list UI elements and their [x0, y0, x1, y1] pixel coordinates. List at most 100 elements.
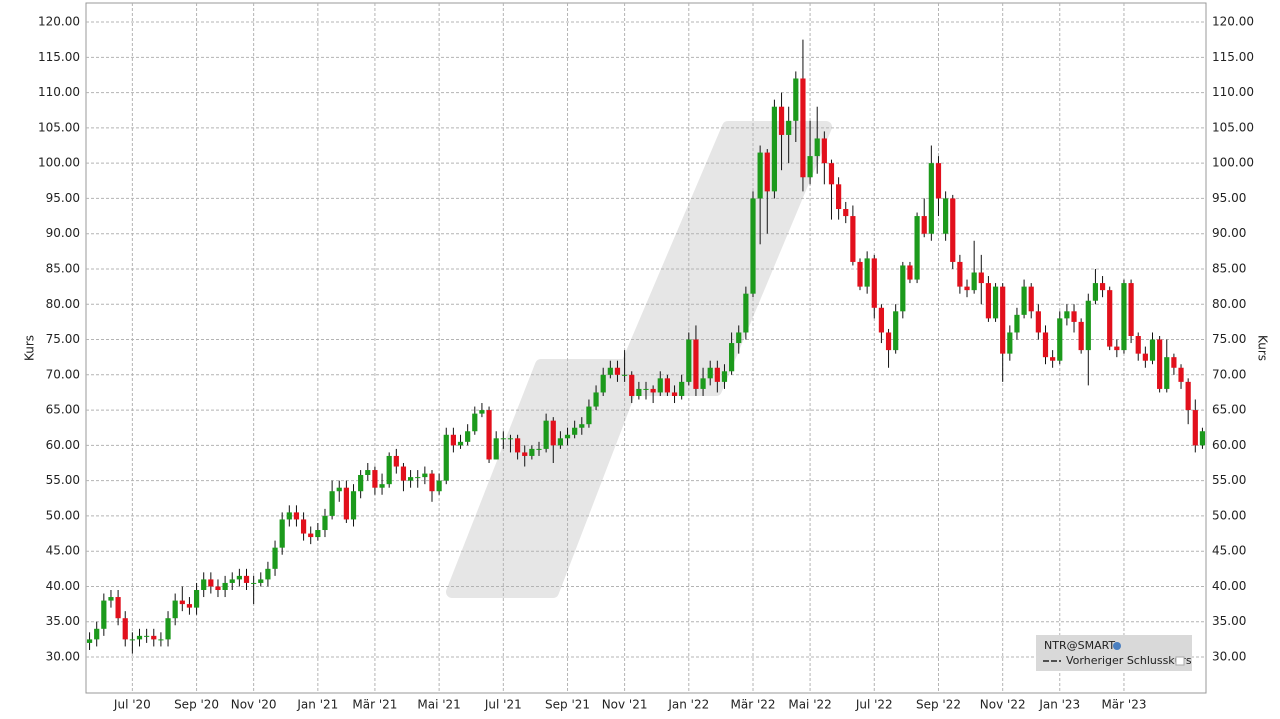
candle-body	[1064, 311, 1070, 319]
candle-body	[1142, 353, 1148, 361]
candle-body	[543, 420, 549, 449]
x-tick-label: Mai '21	[417, 698, 460, 712]
candle-body	[522, 452, 528, 456]
candle-body	[1007, 332, 1013, 354]
candle-body	[800, 78, 806, 178]
candle-body	[657, 378, 663, 393]
candle-body	[1099, 283, 1106, 291]
candle-body	[786, 120, 792, 135]
candle-body	[914, 216, 920, 280]
candle-body	[757, 152, 763, 199]
candle-body	[664, 378, 671, 393]
y-axis-label: Kurs	[23, 335, 37, 361]
legend-checkbox[interactable]	[1175, 656, 1185, 666]
candles	[86, 39, 1206, 654]
candle-body	[985, 283, 992, 319]
candle-body	[693, 339, 699, 389]
x-tick-label: Jul '20	[113, 698, 151, 712]
y-tick-label: 115.00	[38, 50, 80, 64]
candle-body	[472, 413, 478, 432]
y2-tick-label: 65.00	[1212, 403, 1246, 417]
candle-body	[86, 639, 93, 643]
candle-body	[836, 184, 842, 210]
candle-body	[343, 487, 349, 520]
y-tick-label: 105.00	[38, 120, 80, 134]
y2-tick-label: 90.00	[1212, 226, 1246, 240]
watermark	[446, 121, 832, 598]
candle-body	[729, 343, 735, 372]
candle-body	[1000, 286, 1006, 354]
x-tick-label: Nov '22	[980, 698, 1026, 712]
candle-body	[222, 582, 228, 590]
candle-body	[300, 519, 307, 534]
candle-body	[564, 434, 571, 439]
candle-body	[864, 258, 870, 287]
candle-body	[393, 455, 399, 467]
legend-box	[1036, 635, 1192, 671]
y2-tick-label: 95.00	[1212, 191, 1246, 205]
y-tick-label: 35.00	[46, 614, 80, 628]
candle-body	[928, 163, 934, 234]
candle-body	[1057, 318, 1063, 361]
candle-body	[736, 332, 742, 344]
candle-body	[165, 618, 171, 640]
candle-body	[714, 367, 720, 382]
y2-tick-label: 35.00	[1212, 614, 1246, 628]
candle-body	[557, 438, 563, 446]
y-tick-label: 110.00	[38, 85, 80, 99]
candle-body	[336, 487, 342, 492]
candle-body	[386, 455, 392, 485]
candle-body	[422, 473, 428, 478]
candle-body	[1185, 381, 1191, 411]
candle-body	[1107, 290, 1113, 347]
candle-body	[629, 374, 635, 396]
y2-axis-label: Kurs	[1256, 335, 1270, 361]
x-tick-label: Mär '23	[1101, 698, 1146, 712]
candle-body	[992, 286, 999, 319]
x-tick-label: Mai '22	[788, 698, 831, 712]
y-tick-label: 30.00	[46, 650, 80, 664]
candle-body	[115, 597, 121, 619]
x-tick-label: Jul '21	[484, 698, 522, 712]
candle-body	[379, 484, 385, 488]
candle-body	[265, 568, 271, 580]
y-tick-label: 85.00	[46, 261, 80, 275]
y2-tick-label: 105.00	[1212, 120, 1254, 134]
y2-tick-label: 40.00	[1212, 579, 1246, 593]
candle-body	[1135, 336, 1141, 354]
candle-body	[536, 448, 542, 450]
x-tick-label: Sep '20	[174, 698, 219, 712]
candle-body	[807, 156, 813, 178]
candle-body	[764, 152, 770, 192]
candle-body	[415, 477, 421, 479]
candle-body	[136, 635, 143, 640]
candle-body	[586, 406, 592, 425]
candle-body	[365, 470, 371, 475]
y2-tick-label: 100.00	[1212, 156, 1254, 170]
candle-body	[878, 307, 885, 333]
candle-body	[122, 618, 128, 640]
candle-body	[215, 586, 221, 590]
candle-body	[1192, 410, 1198, 446]
candle-body	[621, 374, 628, 376]
candle-body	[978, 272, 984, 284]
candle-body	[179, 600, 185, 605]
y-tick-label: 45.00	[46, 544, 80, 558]
candle-body	[129, 639, 135, 641]
candle-body	[679, 381, 685, 396]
candle-body	[900, 265, 906, 312]
x-tick-label: Mär '22	[730, 698, 775, 712]
candle-body	[893, 311, 899, 351]
candle-body	[286, 512, 292, 520]
candle-body	[871, 258, 877, 308]
candle-body	[208, 579, 214, 587]
candle-body	[1085, 300, 1091, 351]
candle-body	[1157, 339, 1163, 389]
candle-body	[850, 216, 856, 262]
candle-body	[964, 286, 970, 291]
candle-body	[358, 474, 364, 492]
y-tick-label: 80.00	[46, 297, 80, 311]
candle-body	[1042, 332, 1049, 358]
candle-body	[907, 265, 913, 280]
candle-body	[186, 604, 193, 608]
